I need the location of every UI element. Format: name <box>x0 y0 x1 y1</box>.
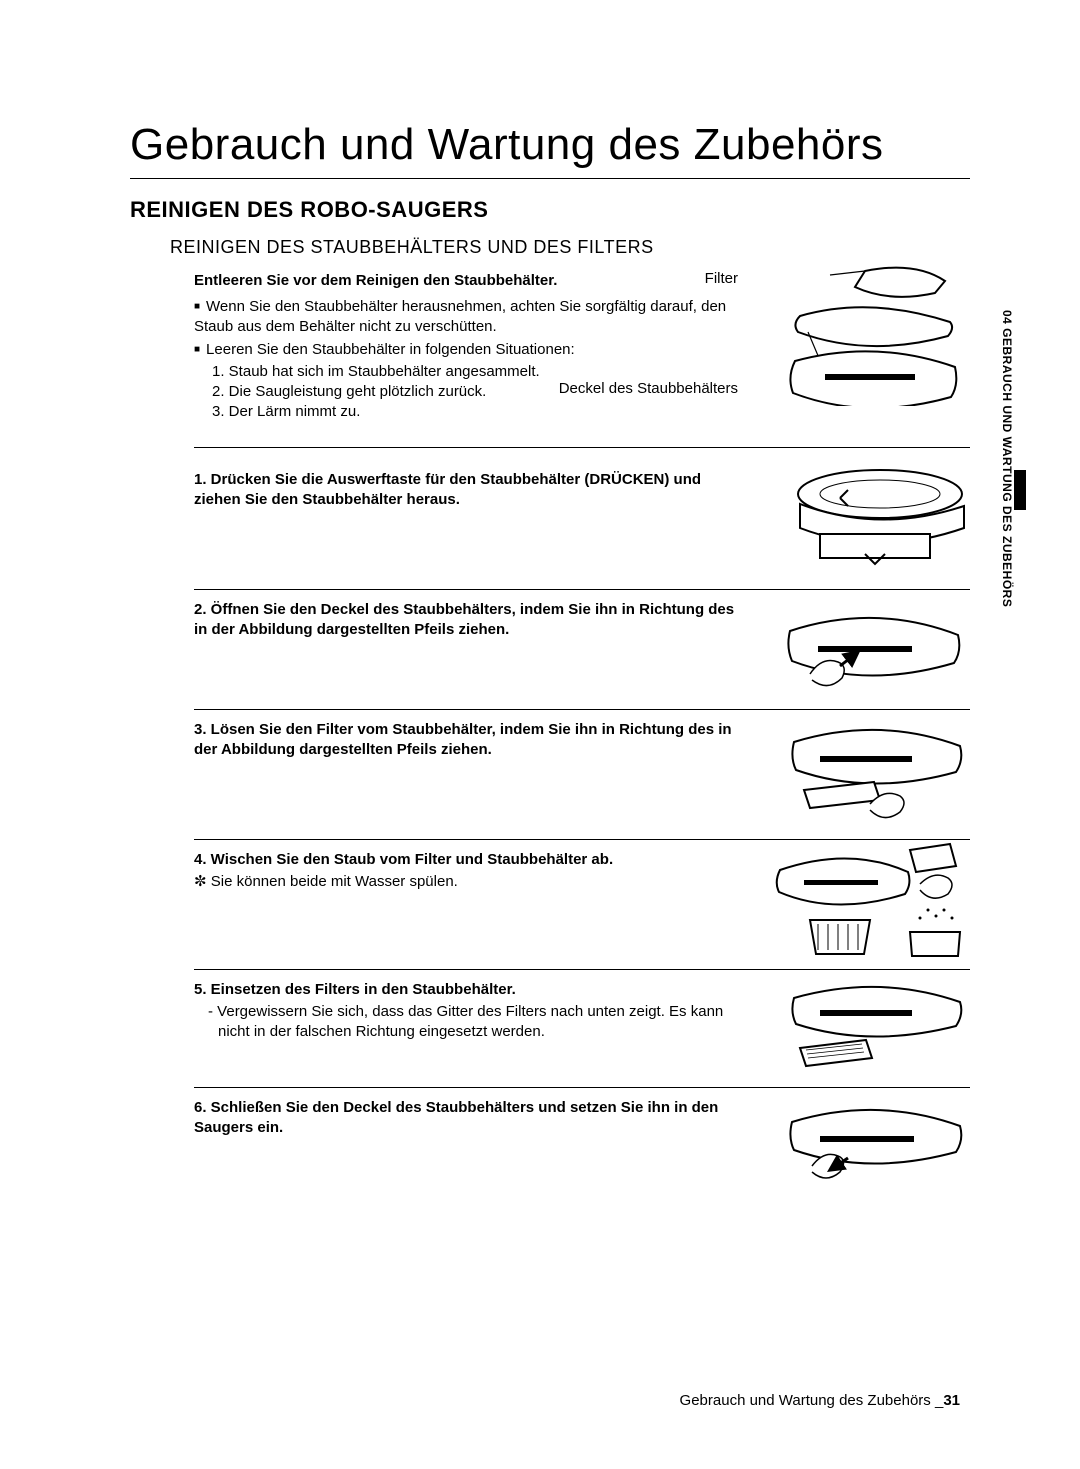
label-filter: Filter <box>705 270 738 287</box>
step-1-illustration <box>770 464 970 574</box>
footer-text: Gebrauch und Wartung des Zubehörs _ <box>680 1392 944 1409</box>
intro-block: Entleeren Sie vor dem Reinigen den Staub… <box>194 272 970 448</box>
section-title: REINIGEN DES ROBO-SAUGERS <box>130 197 970 223</box>
step-2-illustration <box>770 596 970 696</box>
step-6-illustration <box>770 1092 970 1187</box>
manual-page: Gebrauch und Wartung des Zubehörs REINIG… <box>0 0 1080 1469</box>
step-dash: Vergewissern Sie sich, dass das Gitter d… <box>208 1002 740 1043</box>
page-number: 31 <box>943 1392 960 1409</box>
step-body: Vergewissern Sie sich, dass das Gitter d… <box>194 1002 740 1043</box>
step-4: 4. Wischen Sie den Staub vom Filter und … <box>194 840 970 970</box>
label-lid: Deckel des Staubbehälters <box>559 380 738 397</box>
page-footer: Gebrauch und Wartung des Zubehörs _31 <box>680 1392 960 1409</box>
step-heading: 2. Öffnen Sie den Deckel des Staubbehält… <box>194 600 740 641</box>
step-body: Sie können beide mit Wasser spülen. <box>194 872 740 892</box>
step-1: 1. Drücken Sie die Auswerftaste für den … <box>194 460 970 590</box>
step-heading: 1. Drücken Sie die Auswerftaste für den … <box>194 470 740 511</box>
step-4-illustration <box>770 840 970 960</box>
intro-bullet: Leeren Sie den Staubbehälter in folgende… <box>194 340 740 360</box>
intro-numbered-item: 3. Der Lärm nimmt zu. <box>212 402 740 422</box>
intro-bullet: Wenn Sie den Staubbehälter herausnehmen,… <box>194 297 740 338</box>
step-heading: 5. Einsetzen des Filters in den Staubbeh… <box>194 980 740 1000</box>
side-tab-marker <box>1014 470 1026 510</box>
intro-heading: Entleeren Sie vor dem Reinigen den Staub… <box>194 272 740 289</box>
step-2: 2. Öffnen Sie den Deckel des Staubbehält… <box>194 590 970 710</box>
step-heading: 6. Schließen Sie den Deckel des Staubbeh… <box>194 1098 740 1139</box>
side-tab-label: 04 GEBRAUCH UND WARTUNG DES ZUBEHÖRS <box>1000 310 1014 607</box>
chapter-title: Gebrauch und Wartung des Zubehörs <box>130 120 970 179</box>
step-heading: 4. Wischen Sie den Staub vom Filter und … <box>194 850 740 870</box>
step-3-illustration <box>770 714 970 824</box>
intro-numbered-item: 1. Staub hat sich im Staubbehälter anges… <box>212 362 740 382</box>
step-3: 3. Lösen Sie den Filter vom Staubbehälte… <box>194 710 970 840</box>
step-6: 6. Schließen Sie den Deckel des Staubbeh… <box>194 1088 970 1198</box>
exploded-view-illustration <box>770 266 970 406</box>
step-note: Sie können beide mit Wasser spülen. <box>194 873 458 890</box>
step-5: 5. Einsetzen des Filters in den Staubbeh… <box>194 970 970 1088</box>
subsection-title: REINIGEN DES STAUBBEHÄLTERS UND DES FILT… <box>170 237 970 258</box>
step-5-illustration <box>770 974 970 1074</box>
step-heading: 3. Lösen Sie den Filter vom Staubbehälte… <box>194 720 740 761</box>
